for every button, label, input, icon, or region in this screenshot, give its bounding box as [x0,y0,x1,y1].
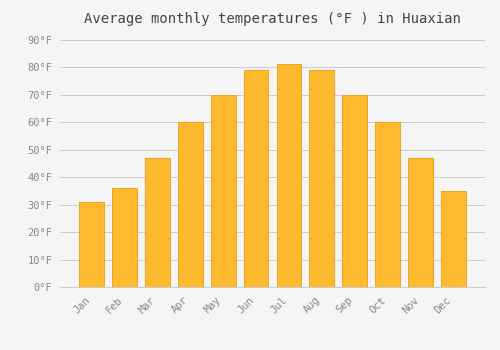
Bar [276,64,301,287]
Bar [145,158,170,287]
Bar [310,70,334,287]
Bar [211,95,236,287]
Bar [441,191,466,287]
Bar [408,158,433,287]
Title: Average monthly temperatures (°F ) in Huaxian: Average monthly temperatures (°F ) in Hu… [84,12,461,26]
Bar [80,202,104,287]
Bar [112,188,137,287]
Bar [342,95,367,287]
Bar [376,122,400,287]
Bar [178,122,203,287]
Bar [244,70,268,287]
